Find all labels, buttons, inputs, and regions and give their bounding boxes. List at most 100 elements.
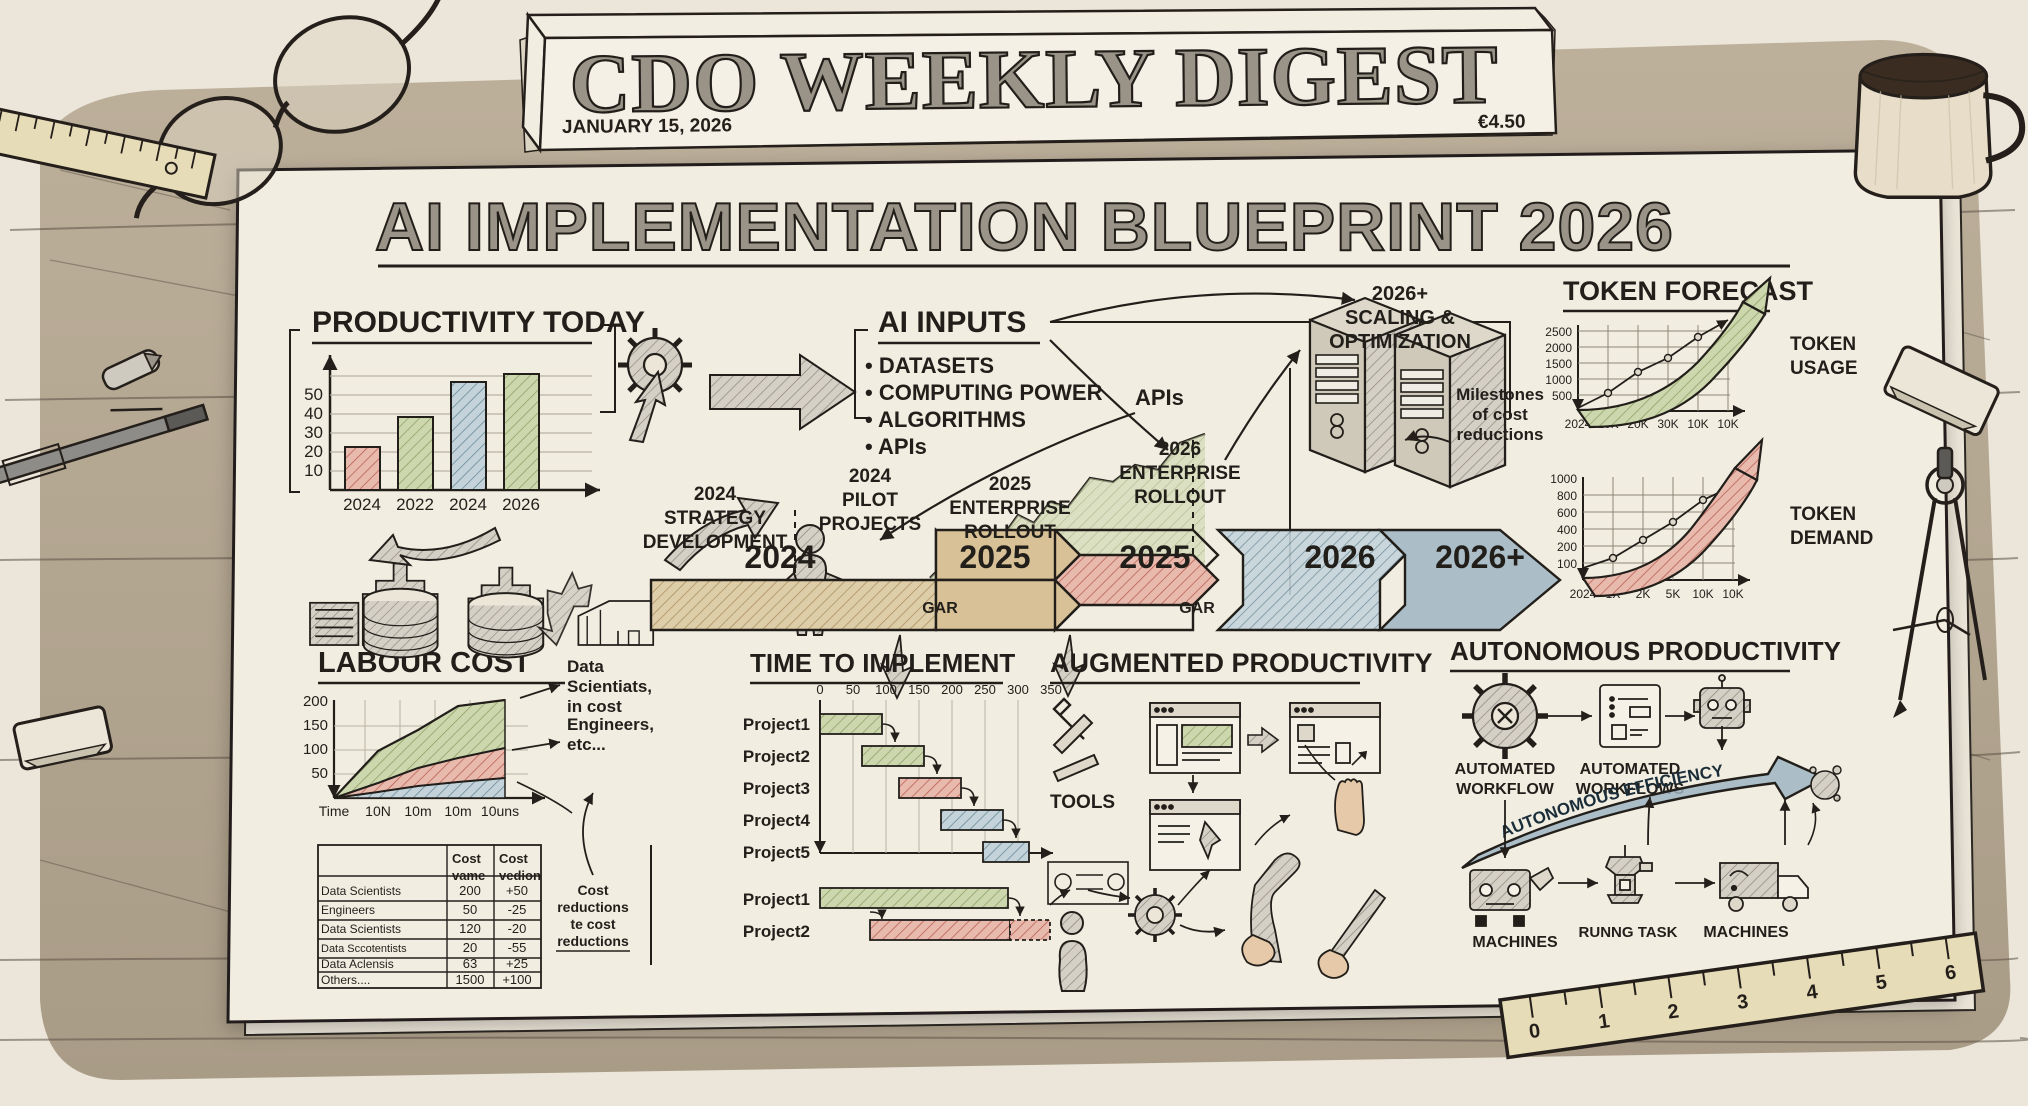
svg-text:Scientiats,: Scientiats,: [567, 677, 652, 696]
svg-text:Engineers,: Engineers,: [567, 715, 654, 734]
svg-text:SCALING &: SCALING &: [1345, 307, 1455, 329]
svg-text:Project2: Project2: [743, 922, 810, 941]
svg-text:Cost: Cost: [452, 851, 482, 866]
svg-text:etc...: etc...: [567, 735, 606, 754]
svg-text:50: 50: [311, 765, 328, 782]
svg-text:1000: 1000: [1545, 373, 1572, 387]
svg-text:Project3: Project3: [743, 779, 810, 798]
svg-text:Cost: Cost: [499, 851, 529, 866]
svg-text:2022: 2022: [396, 495, 434, 514]
svg-text:MACHINES: MACHINES: [1703, 924, 1789, 941]
svg-text:Others....: Others....: [321, 973, 370, 987]
svg-text:400: 400: [1557, 523, 1577, 537]
svg-text:-55: -55: [508, 940, 527, 955]
svg-text:• APIs: • APIs: [865, 434, 927, 459]
svg-text:2026: 2026: [502, 495, 540, 514]
svg-text:AUTOMATED: AUTOMATED: [1455, 761, 1556, 778]
svg-text:ENTERPRISE: ENTERPRISE: [1119, 463, 1240, 484]
svg-text:GAR: GAR: [1179, 600, 1215, 617]
svg-text:TOKEN: TOKEN: [1790, 334, 1856, 355]
svg-text:in cost: in cost: [567, 697, 622, 716]
svg-text:+100: +100: [502, 972, 531, 987]
svg-text:2026: 2026: [1159, 439, 1201, 460]
svg-text:vame: vame: [452, 868, 485, 883]
svg-text:+25: +25: [506, 956, 528, 971]
svg-text:10m: 10m: [444, 803, 471, 819]
svg-text:Cost: Cost: [577, 882, 608, 898]
svg-text:2026+: 2026+: [1372, 283, 1428, 305]
svg-text:2025: 2025: [1119, 539, 1190, 575]
svg-text:reductions: reductions: [557, 933, 629, 949]
svg-text:10m: 10m: [404, 803, 431, 819]
svg-text:100: 100: [303, 741, 328, 758]
svg-text:MACHINES: MACHINES: [1472, 934, 1558, 951]
svg-text:30: 30: [304, 423, 323, 442]
svg-text:40: 40: [304, 404, 323, 423]
svg-text:10K: 10K: [1687, 417, 1708, 431]
svg-text:of cost: of cost: [1472, 405, 1528, 424]
svg-text:AUGMENTED PRODUCTIVITY: AUGMENTED PRODUCTIVITY: [1050, 648, 1433, 678]
svg-text:RUNNG TASK: RUNNG TASK: [1579, 924, 1678, 941]
svg-text:500: 500: [1552, 389, 1572, 403]
svg-text:150: 150: [303, 717, 328, 734]
svg-text:Project4: Project4: [743, 811, 811, 830]
svg-text:reductions: reductions: [557, 899, 629, 915]
svg-text:1500: 1500: [1545, 357, 1572, 371]
svg-text:Data Aclensis: Data Aclensis: [321, 957, 394, 971]
svg-text:2024: 2024: [849, 466, 892, 487]
svg-text:10: 10: [304, 461, 323, 480]
svg-text:AI INPUTS: AI INPUTS: [878, 306, 1026, 339]
svg-text:vedion: vedion: [499, 868, 541, 883]
svg-text:USAGE: USAGE: [1790, 358, 1858, 379]
svg-text:0: 0: [816, 682, 823, 697]
svg-text:• COMPUTING POWER: • COMPUTING POWER: [865, 380, 1103, 405]
svg-text:TOKEN FORECAST: TOKEN FORECAST: [1563, 276, 1814, 306]
svg-text:PRODUCTIVITY TODAY: PRODUCTIVITY TODAY: [312, 306, 645, 339]
svg-text:20: 20: [304, 442, 323, 461]
svg-text:10uns: 10uns: [481, 803, 519, 819]
svg-text:63: 63: [463, 956, 477, 971]
svg-text:Time: Time: [319, 803, 350, 819]
svg-text:200: 200: [303, 693, 328, 710]
svg-text:-20: -20: [508, 921, 527, 936]
svg-text:10K: 10K: [1717, 417, 1738, 431]
svg-text:te cost: te cost: [570, 916, 615, 932]
svg-text:20: 20: [463, 940, 477, 955]
svg-text:GAR: GAR: [922, 600, 958, 617]
svg-text:10K: 10K: [1692, 587, 1713, 601]
svg-text:2026+: 2026+: [1435, 539, 1525, 575]
svg-text:1000: 1000: [1550, 472, 1577, 486]
svg-text:PROJECTS: PROJECTS: [819, 514, 921, 535]
svg-text:150: 150: [908, 682, 930, 697]
svg-text:120: 120: [459, 921, 481, 936]
svg-text:STRATEGY: STRATEGY: [664, 508, 766, 529]
svg-text:TOKEN: TOKEN: [1790, 504, 1856, 525]
svg-text:10N: 10N: [365, 803, 391, 819]
svg-text:ROLLOUT: ROLLOUT: [1134, 487, 1226, 508]
svg-text:APIs: APIs: [1135, 385, 1184, 410]
svg-text:10K: 10K: [1722, 587, 1743, 601]
svg-text:2026: 2026: [1304, 539, 1375, 575]
svg-text:2024: 2024: [694, 484, 737, 505]
svg-text:300: 300: [1007, 682, 1029, 697]
svg-text:2500: 2500: [1545, 325, 1572, 339]
svg-text:100: 100: [1557, 557, 1577, 571]
svg-text:200: 200: [941, 682, 963, 697]
svg-text:200: 200: [1557, 540, 1577, 554]
svg-text:1500: 1500: [456, 972, 485, 987]
svg-text:-25: -25: [508, 902, 527, 917]
svg-text:50: 50: [463, 902, 477, 917]
svg-text:Milestones: Milestones: [1456, 385, 1544, 404]
svg-text:• ALGORITHMS: • ALGORITHMS: [865, 407, 1026, 432]
svg-text:DEMAND: DEMAND: [1790, 528, 1873, 549]
svg-text:100: 100: [875, 682, 897, 697]
svg-text:• DATASETS: • DATASETS: [865, 353, 994, 378]
svg-text:Data Scientists: Data Scientists: [321, 922, 401, 936]
svg-text:250: 250: [974, 682, 996, 697]
svg-text:TOOLS: TOOLS: [1050, 792, 1115, 813]
svg-text:Project1: Project1: [743, 890, 810, 909]
svg-text:WORKFLOW: WORKFLOW: [1456, 781, 1555, 798]
svg-text:Data Scientists: Data Scientists: [321, 884, 401, 898]
svg-text:800: 800: [1557, 489, 1577, 503]
svg-text:2025: 2025: [989, 474, 1032, 495]
